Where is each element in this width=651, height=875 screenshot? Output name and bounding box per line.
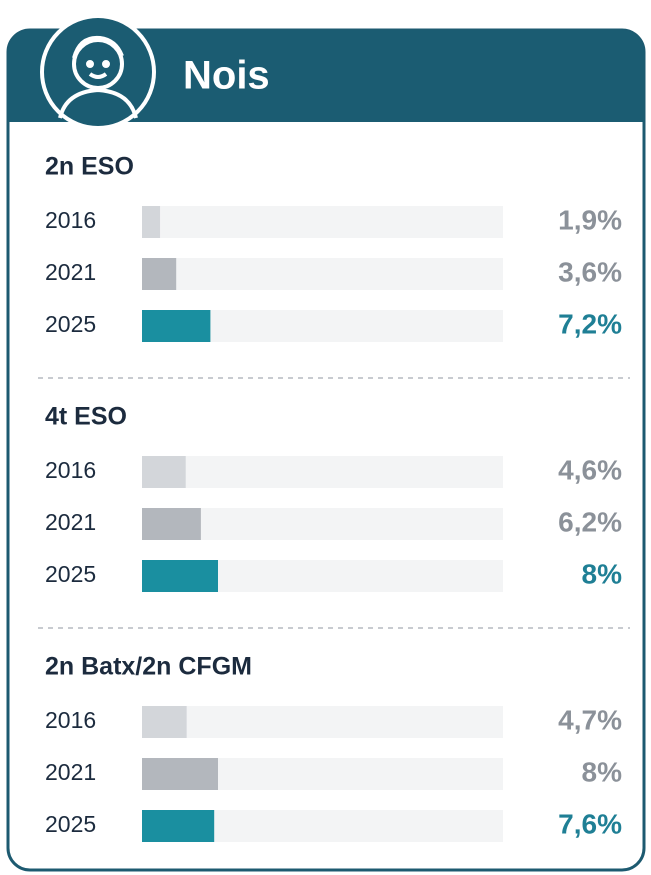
bar-track: [142, 206, 503, 238]
year-label: 2021: [45, 259, 96, 285]
year-label: 2025: [45, 811, 96, 837]
value-label: 7,6%: [558, 808, 622, 839]
bar: [142, 206, 161, 238]
bar: [142, 310, 211, 342]
year-label: 2025: [45, 561, 96, 587]
section-title: 2n Batx/2n CFGM: [45, 653, 252, 681]
year-label: 2021: [45, 509, 96, 535]
value-label: 7,2%: [558, 308, 622, 339]
bar-track: [142, 508, 503, 540]
value-label: 8%: [582, 756, 623, 787]
bar: [142, 560, 218, 592]
header-title: Nois: [183, 54, 270, 98]
section-title: 4t ESO: [45, 403, 127, 431]
year-label: 2016: [45, 707, 96, 733]
bar: [142, 810, 215, 842]
avatar-icon: [40, 14, 156, 130]
value-label: 3,6%: [558, 256, 622, 287]
section-title: 2n ESO: [45, 153, 134, 181]
bar: [142, 758, 218, 790]
year-label: 2016: [45, 457, 96, 483]
year-label: 2016: [45, 207, 96, 233]
value-label: 6,2%: [558, 506, 622, 537]
value-label: 1,9%: [558, 204, 622, 235]
bar: [142, 508, 201, 540]
bar: [142, 456, 186, 488]
bar-track: [142, 456, 503, 488]
year-label: 2021: [45, 759, 96, 785]
bar: [142, 258, 177, 290]
bar: [142, 706, 187, 738]
bar-track: [142, 706, 503, 738]
year-label: 2025: [45, 311, 96, 337]
value-label: 8%: [582, 558, 623, 589]
value-label: 4,7%: [558, 704, 622, 735]
bar-track: [142, 258, 503, 290]
value-label: 4,6%: [558, 454, 622, 485]
